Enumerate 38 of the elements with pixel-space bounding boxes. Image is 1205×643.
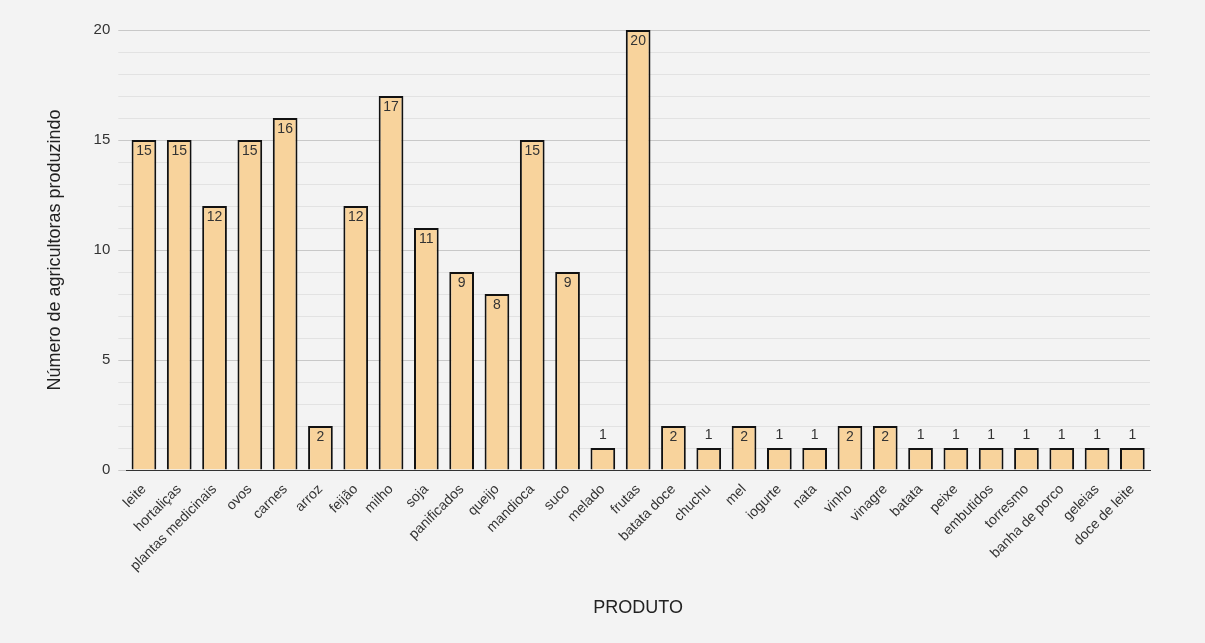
data-label: 2 [740, 427, 749, 444]
data-label: 1 [987, 425, 996, 442]
data-label: 2 [881, 427, 890, 444]
y-tick-label: 20 [93, 20, 111, 38]
data-label: 15 [524, 141, 541, 158]
x-axis-title: PRODUTO [593, 597, 683, 618]
data-label: 11 [419, 229, 434, 246]
data-label: 2 [846, 427, 855, 444]
data-label: 1 [598, 425, 607, 442]
data-label: 1 [775, 425, 784, 442]
data-label: 17 [383, 97, 400, 114]
data-label: 1 [951, 425, 960, 442]
data-label: 15 [136, 141, 152, 158]
data-label: 1 [810, 425, 819, 442]
data-label: 2 [669, 427, 678, 444]
data-label: 8 [493, 295, 502, 312]
y-tick-label: 5 [101, 350, 111, 368]
data-label: 20 [630, 31, 647, 48]
data-label: 2 [316, 427, 325, 444]
data-label: 15 [171, 141, 188, 158]
y-axis-title: Número de agricultoras produzindo [43, 109, 64, 391]
data-label: 1 [916, 425, 925, 442]
data-label: 1 [1057, 425, 1066, 442]
data-label: 1 [1022, 425, 1031, 442]
x-tick-label: mel [721, 480, 749, 508]
data-label: 12 [347, 207, 364, 224]
data-label: 9 [457, 273, 466, 290]
y-tick-label: 15 [93, 130, 111, 148]
data-label: 1 [704, 425, 713, 442]
y-tick-label: 0 [101, 460, 111, 478]
data-label: 1 [1093, 425, 1102, 442]
data-label: 1 [1128, 425, 1137, 442]
y-tick-label: 10 [93, 240, 111, 258]
x-tick-label: nata [788, 480, 820, 512]
data-label: 12 [206, 207, 223, 224]
data-label: 9 [563, 273, 572, 290]
data-label: 15 [242, 141, 258, 158]
data-label: 16 [277, 119, 294, 136]
